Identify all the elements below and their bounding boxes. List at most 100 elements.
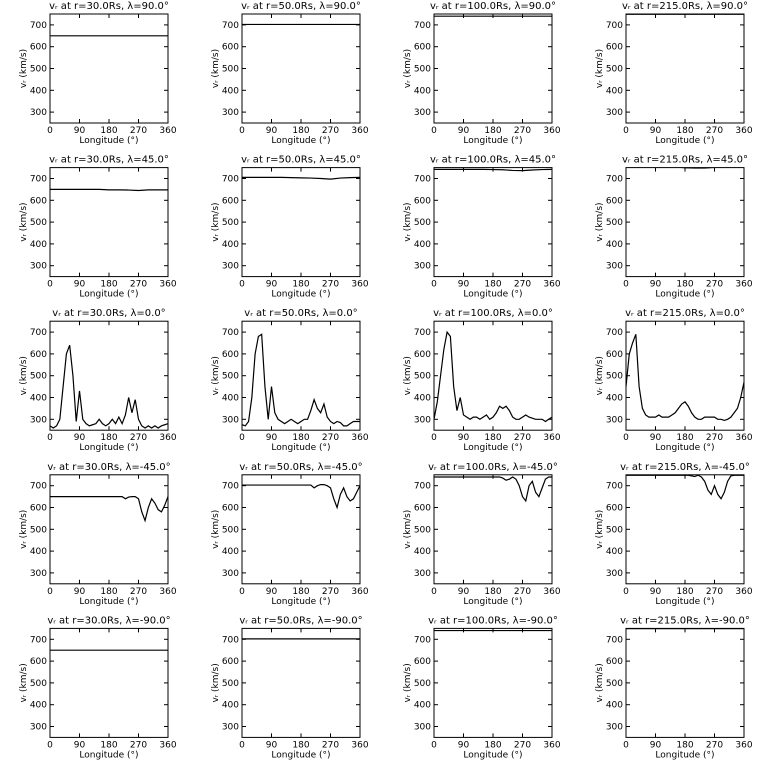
y-tick-label: 500 <box>414 679 431 689</box>
panel-title: vᵣ at r=50.0Rs, λ=-90.0° <box>239 615 362 626</box>
y-axis-label: vᵣ (km/s) <box>19 49 29 88</box>
y-axis-label: vᵣ (km/s) <box>211 202 221 241</box>
x-tick-label: 360 <box>159 433 176 443</box>
y-tick-label: 400 <box>222 394 239 404</box>
x-tick-label: 180 <box>676 740 693 750</box>
x-tick-label: 0 <box>623 433 629 443</box>
x-tick-label: 270 <box>322 587 339 597</box>
y-tick-label: 300 <box>222 415 239 425</box>
panel: vᵣ at r=50.0Rs, λ=-90.0° 0 90 180 270 360 300 4… <box>211 615 369 760</box>
x-tick-label: 270 <box>514 126 531 136</box>
panel-title: vᵣ at r=50.0Rs, λ=-45.0° <box>239 462 362 473</box>
x-tick-label: 0 <box>431 280 437 290</box>
panel-title: vᵣ at r=215.0Rs, λ=90.0° <box>622 1 748 12</box>
x-tick-label: 180 <box>292 587 309 597</box>
data-line <box>50 188 168 192</box>
y-tick-label: 300 <box>606 723 623 733</box>
x-axis-label: Longitude (°) <box>271 136 330 146</box>
x-tick-label: 270 <box>514 740 531 750</box>
y-tick-label: 400 <box>30 86 47 96</box>
x-tick-label: 180 <box>292 433 309 443</box>
x-tick-label: 90 <box>650 126 662 136</box>
x-tick-label: 180 <box>100 126 117 136</box>
x-axis-label: Longitude (°) <box>271 290 330 300</box>
x-tick-label: 270 <box>130 587 147 597</box>
y-tick-label: 500 <box>606 679 623 689</box>
x-tick-label: 360 <box>351 740 368 750</box>
x-tick-label: 180 <box>676 433 693 443</box>
y-tick-label: 700 <box>414 482 431 492</box>
x-tick-label: 90 <box>458 280 470 290</box>
x-tick-label: 270 <box>130 280 147 290</box>
x-tick-label: 0 <box>623 280 629 290</box>
x-tick-label: 0 <box>47 280 53 290</box>
data-line <box>242 484 360 510</box>
y-tick-label: 300 <box>414 108 431 118</box>
y-axis-label: vᵣ (km/s) <box>595 356 605 395</box>
y-tick-label: 500 <box>414 525 431 535</box>
y-tick-label: 600 <box>30 350 47 360</box>
y-tick-label: 600 <box>414 350 431 360</box>
y-tick-label: 700 <box>414 175 431 185</box>
x-tick-label: 90 <box>266 587 278 597</box>
y-tick-label: 500 <box>222 218 239 228</box>
data-line <box>434 168 552 172</box>
x-tick-label: 180 <box>100 280 117 290</box>
y-tick-label: 300 <box>606 415 623 425</box>
y-axis-label: vᵣ (km/s) <box>19 510 29 549</box>
panel-title: vᵣ at r=215.0Rs, λ=-45.0° <box>620 462 750 473</box>
x-tick-label: 90 <box>650 740 662 750</box>
y-tick-label: 500 <box>222 525 239 535</box>
x-tick-label: 270 <box>130 433 147 443</box>
data-line <box>434 330 552 423</box>
x-axis-label: Longitude (°) <box>271 443 330 453</box>
y-tick-label: 300 <box>414 569 431 579</box>
y-tick-label: 600 <box>30 196 47 206</box>
y-tick-label: 300 <box>606 262 623 272</box>
x-axis-label: Longitude (°) <box>463 443 522 453</box>
y-tick-label: 700 <box>222 175 239 185</box>
y-tick-label: 400 <box>606 394 623 404</box>
panel: vᵣ at r=100.0Rs, λ=45.0° 0 90 180 270 360 300 4… <box>403 155 561 300</box>
y-tick-label: 300 <box>222 723 239 733</box>
x-tick-label: 90 <box>458 126 470 136</box>
y-tick-label: 500 <box>30 65 47 75</box>
y-tick-label: 400 <box>30 701 47 711</box>
y-tick-label: 400 <box>414 701 431 711</box>
y-axis-label: vᵣ (km/s) <box>403 356 413 395</box>
y-tick-label: 500 <box>606 65 623 75</box>
x-tick-label: 270 <box>514 587 531 597</box>
plot-frame <box>241 474 361 585</box>
x-tick-label: 360 <box>159 587 176 597</box>
x-axis-label: Longitude (°) <box>79 597 138 607</box>
y-tick-label: 600 <box>606 196 623 206</box>
y-tick-label: 700 <box>222 328 239 338</box>
x-tick-label: 270 <box>322 433 339 443</box>
data-line <box>626 334 744 422</box>
x-tick-label: 0 <box>623 587 629 597</box>
x-tick-label: 360 <box>351 126 368 136</box>
data-line <box>50 496 168 523</box>
x-tick-label: 270 <box>322 280 339 290</box>
y-tick-label: 400 <box>414 547 431 557</box>
panel: vᵣ at r=30.0Rs, λ=-45.0° 0 90 180 270 360 300 4… <box>19 462 177 607</box>
y-tick-label: 500 <box>606 372 623 382</box>
y-tick-label: 500 <box>414 218 431 228</box>
panel-title: vᵣ at r=30.0Rs, λ=-90.0° <box>47 615 170 626</box>
plot-frame <box>625 320 745 431</box>
y-tick-label: 700 <box>606 328 623 338</box>
y-tick-label: 300 <box>606 108 623 118</box>
panel: vᵣ at r=215.0Rs, λ=0.0° 0 90 180 270 360 300 40… <box>595 308 753 453</box>
x-tick-label: 180 <box>484 433 501 443</box>
panel-title: vᵣ at r=50.0Rs, λ=45.0° <box>241 155 361 166</box>
y-tick-label: 400 <box>222 240 239 250</box>
x-axis-label: Longitude (°) <box>271 597 330 607</box>
x-axis-label: Longitude (°) <box>655 750 714 760</box>
x-tick-label: 270 <box>706 740 723 750</box>
y-axis-label: vᵣ (km/s) <box>19 356 29 395</box>
x-tick-label: 90 <box>650 433 662 443</box>
x-tick-label: 0 <box>431 433 437 443</box>
x-tick-label: 0 <box>623 126 629 136</box>
plot-frame <box>241 13 361 124</box>
panel: vᵣ at r=50.0Rs, λ=90.0° 0 90 180 270 360 300 40… <box>211 1 369 146</box>
